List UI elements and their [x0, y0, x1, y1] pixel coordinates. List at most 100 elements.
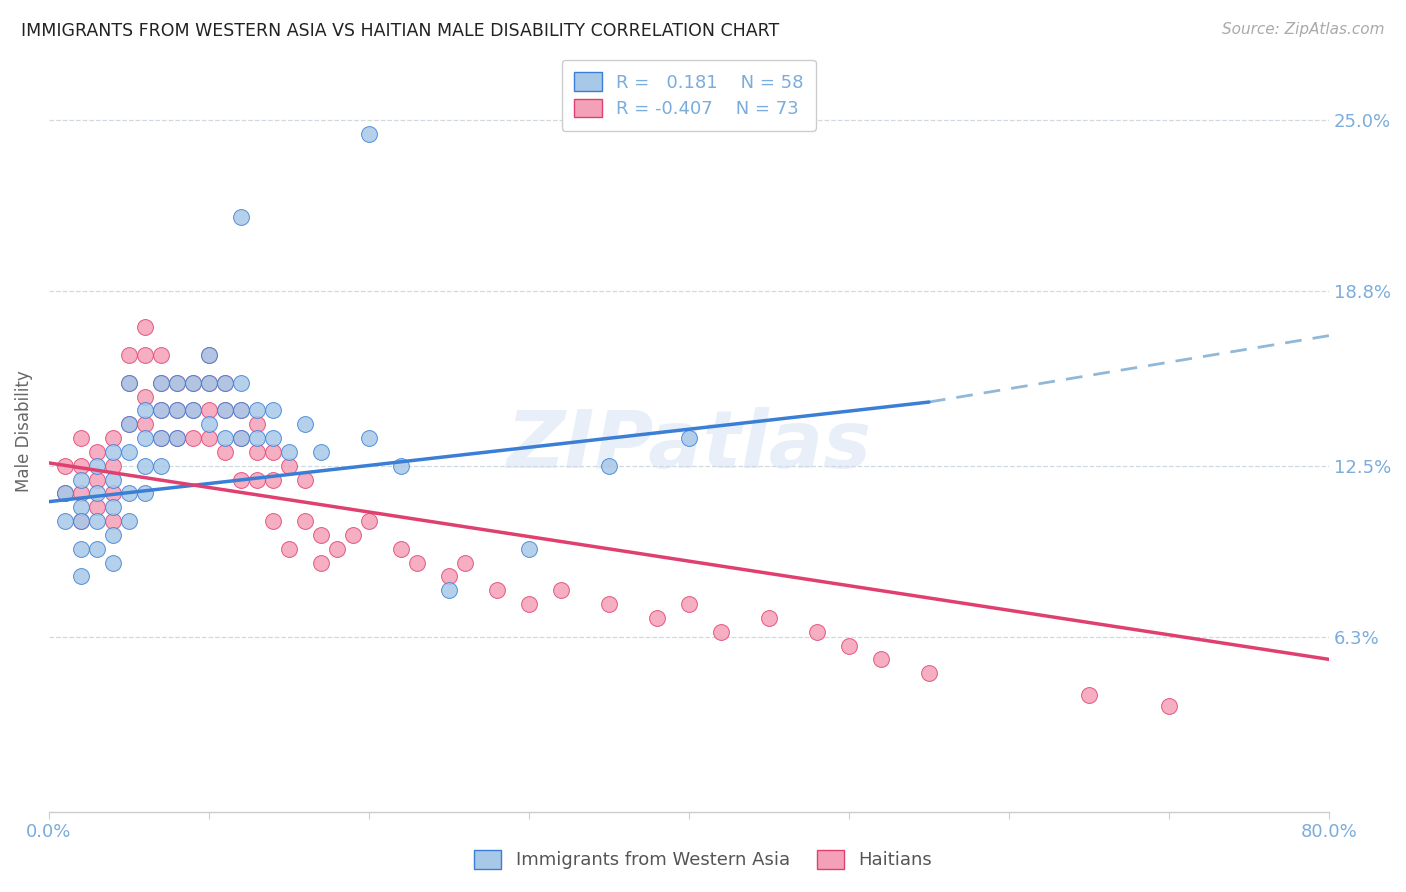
Point — [134, 431, 156, 445]
Point — [118, 445, 141, 459]
Point — [229, 403, 252, 417]
Point — [86, 445, 108, 459]
Point — [214, 431, 236, 445]
Point — [198, 348, 221, 362]
Point — [118, 376, 141, 390]
Point — [118, 417, 141, 432]
Point — [181, 376, 204, 390]
Point — [101, 528, 124, 542]
Point — [166, 376, 188, 390]
Point — [181, 376, 204, 390]
Point — [149, 376, 172, 390]
Point — [166, 403, 188, 417]
Point — [134, 458, 156, 473]
Point — [229, 376, 252, 390]
Point — [326, 541, 349, 556]
Point — [166, 376, 188, 390]
Point — [246, 403, 269, 417]
Point — [166, 431, 188, 445]
Point — [134, 403, 156, 417]
Point — [149, 403, 172, 417]
Point — [70, 500, 93, 515]
Point — [134, 348, 156, 362]
Point — [198, 348, 221, 362]
Point — [101, 556, 124, 570]
Point — [357, 431, 380, 445]
Point — [294, 417, 316, 432]
Point — [214, 376, 236, 390]
Legend: Immigrants from Western Asia, Haitians: Immigrants from Western Asia, Haitians — [465, 841, 941, 879]
Point — [1077, 689, 1099, 703]
Point — [678, 431, 700, 445]
Point — [101, 486, 124, 500]
Point — [118, 348, 141, 362]
Point — [517, 541, 540, 556]
Point — [134, 320, 156, 334]
Point — [198, 417, 221, 432]
Point — [149, 403, 172, 417]
Point — [229, 431, 252, 445]
Point — [342, 528, 364, 542]
Point — [101, 514, 124, 528]
Point — [70, 514, 93, 528]
Point — [806, 624, 828, 639]
Point — [278, 445, 301, 459]
Point — [262, 473, 284, 487]
Point — [70, 514, 93, 528]
Point — [598, 458, 620, 473]
Point — [86, 514, 108, 528]
Point — [101, 500, 124, 515]
Point — [389, 458, 412, 473]
Point — [149, 431, 172, 445]
Point — [309, 445, 332, 459]
Point — [149, 458, 172, 473]
Point — [198, 376, 221, 390]
Point — [262, 445, 284, 459]
Point — [53, 486, 76, 500]
Point — [645, 611, 668, 625]
Point — [406, 556, 429, 570]
Point — [214, 445, 236, 459]
Point — [101, 445, 124, 459]
Point — [550, 583, 572, 598]
Text: IMMIGRANTS FROM WESTERN ASIA VS HAITIAN MALE DISABILITY CORRELATION CHART: IMMIGRANTS FROM WESTERN ASIA VS HAITIAN … — [21, 22, 779, 40]
Point — [181, 403, 204, 417]
Point — [53, 514, 76, 528]
Point — [229, 473, 252, 487]
Point — [86, 500, 108, 515]
Point — [454, 556, 477, 570]
Point — [598, 597, 620, 611]
Point — [101, 473, 124, 487]
Point — [70, 486, 93, 500]
Point — [198, 431, 221, 445]
Point — [294, 473, 316, 487]
Point — [278, 458, 301, 473]
Point — [134, 417, 156, 432]
Point — [262, 431, 284, 445]
Point — [246, 431, 269, 445]
Point — [86, 486, 108, 500]
Point — [214, 403, 236, 417]
Point — [246, 473, 269, 487]
Y-axis label: Male Disability: Male Disability — [15, 370, 32, 492]
Point — [1157, 699, 1180, 714]
Point — [214, 376, 236, 390]
Point — [246, 417, 269, 432]
Point — [70, 473, 93, 487]
Point — [70, 458, 93, 473]
Point — [86, 473, 108, 487]
Point — [262, 403, 284, 417]
Text: Source: ZipAtlas.com: Source: ZipAtlas.com — [1222, 22, 1385, 37]
Legend: R =   0.181    N = 58, R = -0.407    N = 73: R = 0.181 N = 58, R = -0.407 N = 73 — [562, 60, 815, 131]
Point — [166, 431, 188, 445]
Point — [118, 417, 141, 432]
Point — [166, 403, 188, 417]
Point — [149, 376, 172, 390]
Point — [437, 569, 460, 583]
Point — [86, 458, 108, 473]
Point — [198, 403, 221, 417]
Point — [181, 431, 204, 445]
Point — [198, 376, 221, 390]
Point — [357, 514, 380, 528]
Point — [710, 624, 733, 639]
